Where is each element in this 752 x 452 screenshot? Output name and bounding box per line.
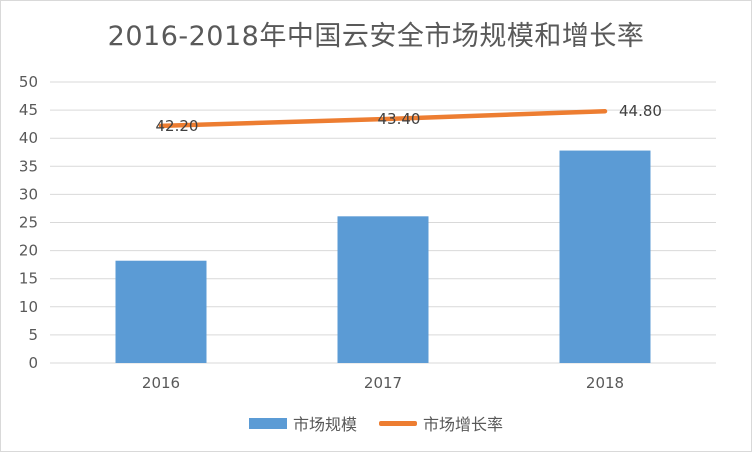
growth-rate-label: 44.80 — [619, 102, 662, 120]
x-tick-label: 2017 — [364, 374, 402, 392]
x-tick-label: 2016 — [142, 374, 180, 392]
x-tick-label: 2018 — [586, 374, 624, 392]
bar-2017[interactable] — [337, 216, 429, 363]
y-tick-label: 0 — [28, 354, 38, 372]
bar-2016[interactable] — [115, 260, 207, 363]
y-tick-label: 5 — [28, 326, 38, 344]
legend-label-line: 市场增长率 — [423, 415, 504, 434]
y-tick-label: 40 — [19, 129, 38, 147]
legend-label-bar: 市场规模 — [292, 415, 357, 434]
y-tick-label: 45 — [19, 101, 38, 119]
bar-2018[interactable] — [559, 150, 651, 363]
y-tick-label: 20 — [19, 242, 38, 260]
y-tick-label: 30 — [19, 185, 38, 203]
legend-item-bar[interactable]: 市场规模 — [248, 411, 357, 435]
growth-rate-label: 43.40 — [378, 110, 421, 128]
y-tick-label: 10 — [19, 298, 38, 316]
y-tick-label: 50 — [19, 73, 38, 91]
growth-rate-line[interactable] — [158, 108, 608, 129]
chart-legend: 市场规模 市场增长率 — [0, 411, 752, 435]
legend-swatch-bar — [248, 417, 287, 429]
legend-item-line[interactable]: 市场增长率 — [379, 411, 503, 435]
y-tick-label: 35 — [19, 157, 38, 175]
y-tick-label: 25 — [19, 214, 38, 232]
legend-swatch-line — [379, 420, 417, 426]
y-tick-label: 15 — [19, 270, 38, 288]
chart-title: 2016-2018年中国云安全市场规模和增长率 — [107, 21, 645, 52]
growth-rate-label: 42.20 — [156, 117, 199, 135]
